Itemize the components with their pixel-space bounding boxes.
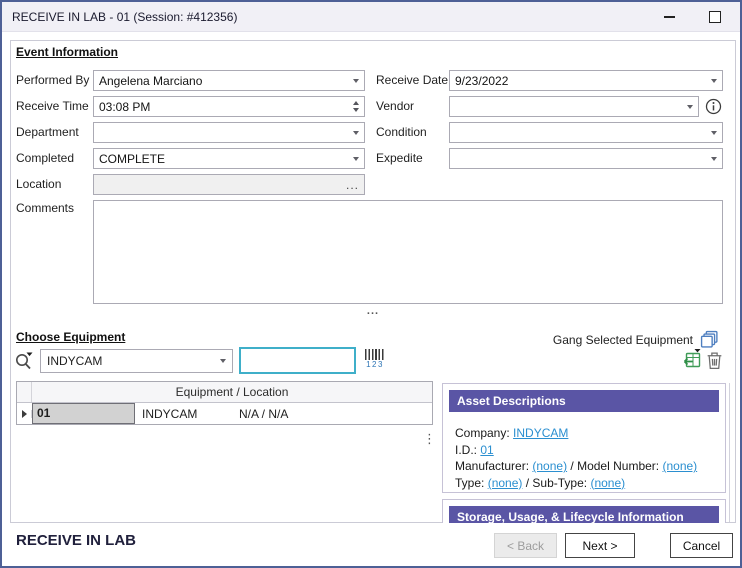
asset-type-line: Type: (none) / Sub-Type: (none) xyxy=(455,475,719,492)
table-row[interactable]: 01 INDYCAM N/A / N/A xyxy=(17,403,432,424)
footer-wizard-title: RECEIVE IN LAB xyxy=(16,532,137,549)
performed-by-label: Performed By xyxy=(16,73,90,87)
manufacturer-label: Manufacturer: xyxy=(455,459,530,473)
back-button: < Back xyxy=(494,533,557,558)
asset-manufacturer-line: Manufacturer: (none) / Model Number: (no… xyxy=(455,458,719,475)
row-indicator-cell xyxy=(17,409,32,418)
asset-descriptions-panel: Asset Descriptions Company: INDYCAM I.D.… xyxy=(442,383,726,493)
receive-time-label: Receive Time xyxy=(16,99,89,113)
cancel-button[interactable]: Cancel xyxy=(670,533,733,558)
barcode-scan-input[interactable] xyxy=(239,347,356,374)
expedite-combobox[interactable] xyxy=(449,148,723,169)
chevron-down-icon xyxy=(353,156,359,161)
gang-selected-equipment-button[interactable] xyxy=(700,330,719,349)
horizontal-splitter[interactable]: ... xyxy=(366,305,380,317)
chevron-down-icon xyxy=(353,130,359,135)
barcode-digits: 123 xyxy=(366,360,384,369)
event-information-heading: Event Information xyxy=(16,45,119,59)
department-label: Department xyxy=(16,125,79,139)
row-id-cell[interactable]: 01 xyxy=(32,403,135,424)
asset-id-line: I.D.: 01 xyxy=(455,442,719,459)
asset-descriptions-body: Company: INDYCAM I.D.: 01 Manufacturer: … xyxy=(449,412,719,491)
vendor-info-button[interactable] xyxy=(705,98,722,115)
chevron-down-icon xyxy=(353,78,359,83)
receive-date-label: Receive Date xyxy=(376,73,449,87)
assign-equipment-button[interactable] xyxy=(681,348,702,369)
manufacturer-link[interactable]: (none) xyxy=(532,459,568,473)
model-number-link[interactable]: (none) xyxy=(662,459,698,473)
storage-usage-lifecycle-panel: Storage, Usage, & Lifecycle Information xyxy=(442,499,726,523)
row-location-cell: N/A / N/A xyxy=(239,406,289,421)
subtype-label: / Sub-Type: xyxy=(525,475,588,490)
choose-equipment-heading: Choose Equipment xyxy=(16,330,126,344)
performed-by-combobox[interactable]: Angelena Marciano xyxy=(93,70,365,91)
header-gutter-cell xyxy=(17,382,32,402)
company-link[interactable]: INDYCAM xyxy=(513,426,569,440)
delete-equipment-button[interactable] xyxy=(706,351,723,370)
panel-scrollbar[interactable] xyxy=(729,383,730,522)
maximize-button[interactable] xyxy=(698,2,732,32)
asset-company-line: Company: INDYCAM xyxy=(455,425,719,442)
subtype-link[interactable]: (none) xyxy=(590,475,626,490)
location-browse-button[interactable]: ... xyxy=(345,177,359,192)
condition-combobox[interactable] xyxy=(449,122,723,143)
assign-equipment-icon xyxy=(683,349,701,368)
storage-usage-lifecycle-header: Storage, Usage, & Lifecycle Information xyxy=(449,506,719,523)
location-label: Location xyxy=(16,177,62,191)
completed-combobox[interactable]: COMPLETE xyxy=(93,148,365,169)
comments-label: Comments xyxy=(16,201,75,215)
comments-textarea[interactable] xyxy=(93,200,723,304)
type-label: Type: xyxy=(455,475,485,490)
gang-selected-equipment-label: Gang Selected Equipment xyxy=(552,332,693,347)
trash-icon xyxy=(707,352,722,370)
vertical-splitter[interactable]: ⋮ xyxy=(423,431,436,446)
minimize-icon xyxy=(663,16,675,18)
receive-time-spinedit[interactable]: 03:08 PM xyxy=(93,96,365,117)
chevron-down-icon xyxy=(220,359,226,363)
next-button[interactable]: Next > xyxy=(565,533,635,558)
asset-descriptions-header: Asset Descriptions xyxy=(449,390,719,412)
equipment-filter-value: INDYCAM xyxy=(47,354,103,368)
minimize-button[interactable] xyxy=(652,2,686,32)
id-label: I.D.: xyxy=(455,442,478,457)
model-number-label: / Model Number: xyxy=(570,459,660,473)
completed-value: COMPLETE xyxy=(99,151,166,166)
maximize-icon xyxy=(709,11,721,23)
info-icon xyxy=(705,98,722,115)
chevron-down-icon xyxy=(687,104,693,109)
receive-date-value: 9/23/2022 xyxy=(455,73,509,88)
vendor-combobox[interactable] xyxy=(449,96,699,117)
equipment-location-column-header[interactable]: Equipment / Location xyxy=(175,385,289,399)
chevron-down-icon xyxy=(711,130,717,135)
chevron-down-icon xyxy=(711,156,717,161)
receive-time-value: 03:08 PM xyxy=(99,99,151,114)
completed-label: Completed xyxy=(16,151,75,165)
spinner-icon[interactable] xyxy=(353,101,359,112)
row-indicator-icon xyxy=(21,409,27,418)
row-equipment-cell: INDYCAM xyxy=(142,406,198,421)
search-equipment-button[interactable] xyxy=(13,349,35,373)
equipment-filter-combobox[interactable]: INDYCAM xyxy=(40,349,233,373)
company-label: Company: xyxy=(455,426,510,440)
expedite-label: Expedite xyxy=(376,151,423,165)
condition-label: Condition xyxy=(376,125,427,139)
barcode-icon: 123 xyxy=(363,349,387,369)
vendor-label: Vendor xyxy=(376,99,415,113)
equipment-grid-header[interactable]: Equipment / Location xyxy=(17,382,432,403)
barcode-bars xyxy=(365,349,385,360)
location-field: ... xyxy=(93,174,365,195)
equipment-grid: Equipment / Location 01 INDYCAM N/A / N/… xyxy=(16,381,433,425)
chevron-down-icon xyxy=(711,78,717,83)
copy-stack-icon xyxy=(700,330,718,348)
type-link[interactable]: (none) xyxy=(487,475,523,490)
id-link[interactable]: 01 xyxy=(480,442,494,457)
performed-by-value: Angelena Marciano xyxy=(99,73,203,88)
search-icon xyxy=(16,352,33,370)
window-title: RECEIVE IN LAB - 01 (Session: #412356) xyxy=(12,9,238,24)
titlebar: RECEIVE IN LAB - 01 (Session: #412356) xyxy=(2,2,740,32)
receive-date-combobox[interactable]: 9/23/2022 xyxy=(449,70,723,91)
department-combobox[interactable] xyxy=(93,122,365,143)
